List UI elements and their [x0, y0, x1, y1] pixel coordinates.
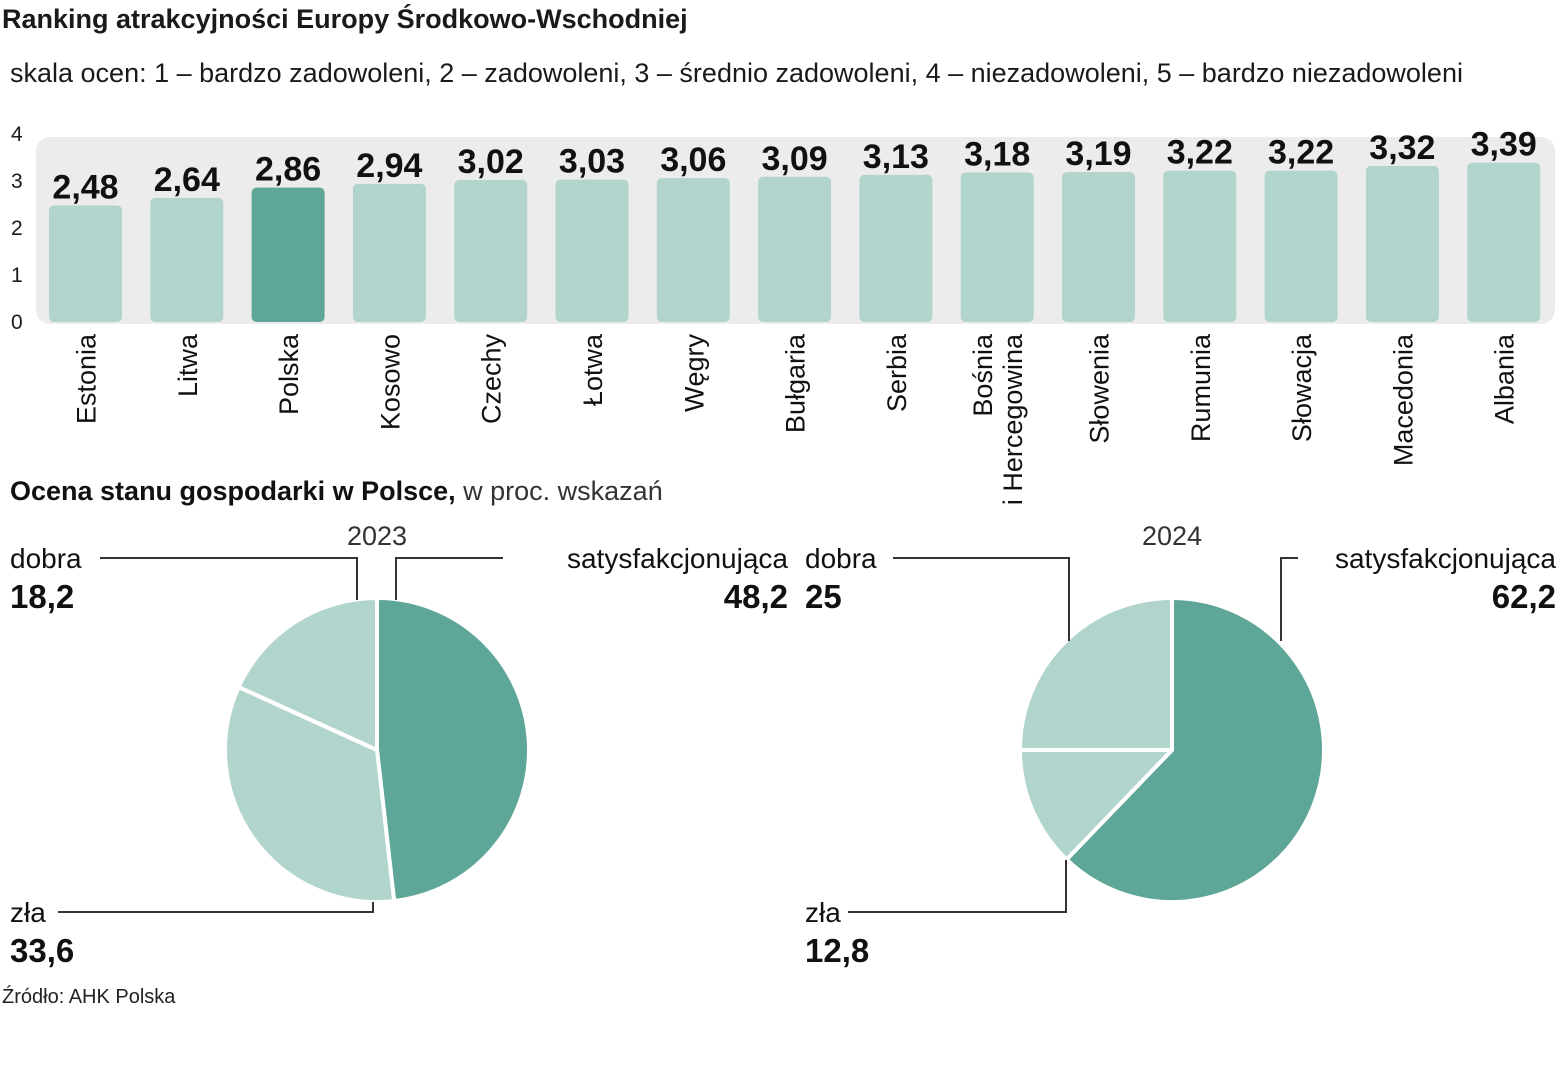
- pie-slice: [1064, 596, 1326, 904]
- pie-chart-2023: 2023 satysfakcjonująca 48,2 zła 33,6 dobra 18,…: [10, 521, 788, 969]
- pie-slice: [375, 596, 531, 904]
- bar-value-label: 3,19: [1065, 135, 1131, 173]
- y-tick-label: 2: [11, 217, 23, 240]
- bar: [352, 183, 426, 322]
- pie-year-label: 2024: [1142, 521, 1202, 551]
- bar: [1264, 170, 1338, 322]
- bar-value-label: 2,48: [52, 168, 118, 206]
- category-label: Litwa: [173, 333, 203, 397]
- bar-value-label: 2,94: [356, 147, 422, 185]
- category-label: Słowenia: [1085, 333, 1115, 444]
- bar-value-label: 3,18: [964, 136, 1030, 174]
- category-label: Serbia: [882, 333, 912, 412]
- source-note: Źródło: AHK Polska: [2, 985, 176, 1008]
- pie-slice-value: 62,2: [1492, 578, 1556, 615]
- category-label: Rumunia: [1186, 333, 1216, 442]
- pie-slice-value: 18,2: [10, 578, 74, 615]
- bar: [758, 176, 832, 322]
- bar: [1467, 162, 1541, 322]
- bars-group: [49, 162, 1541, 322]
- bar-value-label: 3,22: [1268, 134, 1334, 172]
- bar: [150, 197, 224, 322]
- y-tick-label: 0: [11, 311, 23, 334]
- category-label: Węgry: [679, 334, 709, 413]
- pie-slice-name: dobra: [805, 543, 877, 574]
- bar-value-label: 3,02: [458, 143, 524, 181]
- pie-slice-name: zła: [805, 897, 841, 928]
- bar: [1062, 172, 1135, 322]
- bar: [454, 180, 528, 322]
- pie-chart-2024: 2024 satysfakcjonująca 62,2 zła 12,8 dobra 25: [805, 521, 1556, 969]
- bar-value-label: 3,06: [660, 141, 726, 179]
- bar-value-label: 3,32: [1369, 129, 1435, 167]
- y-tick-label: 3: [11, 170, 23, 193]
- pie-slice: [1018, 596, 1174, 752]
- pie-slice-value: 33,6: [10, 932, 74, 969]
- pie-slice-value: 48,2: [724, 578, 788, 615]
- bar-chart: 0 1 2 3 4 2,48 2,64 2,86 2,94 3,02 3,03 3,06 3,09 3,…: [11, 123, 1555, 505]
- bar: [1163, 170, 1237, 322]
- bar-value-label: 3,03: [559, 143, 625, 181]
- pie-slice-name: satysfakcjonująca: [567, 543, 788, 574]
- pie-slice-value: 25: [805, 578, 842, 615]
- value-labels-group: 2,48 2,64 2,86 2,94 3,02 3,03 3,06 3,09 3,13 3,18…: [52, 126, 1536, 207]
- bar: [859, 174, 933, 322]
- bar: [656, 178, 730, 322]
- category-label: Słowacja: [1287, 333, 1317, 442]
- y-tick-label: 4: [11, 123, 23, 146]
- bar-value-label: 3,22: [1167, 134, 1233, 172]
- category-label: i Hercegowina: [998, 333, 1028, 505]
- pie-slice-value: 12,8: [805, 932, 869, 969]
- pie-year-label: 2023: [347, 521, 407, 551]
- category-label: Albania: [1490, 333, 1520, 424]
- category-label: Estonia: [72, 333, 102, 424]
- bar: [960, 172, 1034, 322]
- category-label: Macedonia: [1388, 333, 1418, 466]
- leader-line: [1280, 557, 1298, 641]
- category-label: Polska: [274, 333, 304, 415]
- bar-value-label: 3,39: [1471, 126, 1537, 164]
- bar: [251, 187, 325, 322]
- category-label: Bułgaria: [781, 333, 811, 433]
- bar: [555, 179, 629, 322]
- bar: [1365, 165, 1439, 322]
- y-tick-label: 1: [11, 264, 23, 287]
- chart-title: Ranking atrakcyjności Europy Środkowo-Ws…: [2, 3, 688, 34]
- leader-line: [848, 860, 1067, 913]
- leader-line: [100, 557, 358, 600]
- bar-value-label: 3,13: [863, 138, 929, 176]
- category-labels-group: Estonia Litwa Polska Kosowo Czechy Łotwa Węgry…: [72, 333, 1520, 505]
- bar-value-label: 2,64: [154, 161, 220, 199]
- chart-subtitle: skala ocen: 1 – bardzo zadowoleni, 2 – z…: [10, 58, 1463, 88]
- pie-slice: [1018, 748, 1174, 862]
- leader-line: [893, 557, 1070, 641]
- category-label: Kosowo: [375, 334, 405, 430]
- category-label: Czechy: [477, 334, 507, 425]
- pie-slice-name: dobra: [10, 543, 82, 574]
- pie-section-subtitle: w proc. wskazań: [456, 476, 663, 506]
- pie-slice-name: zła: [10, 897, 46, 928]
- category-label: Łotwa: [578, 333, 608, 406]
- pie-section-title: Ocena stanu gospodarki w Polsce, w proc.…: [10, 476, 663, 506]
- pie-slice: [236, 596, 379, 752]
- pie-slice-name: satysfakcjonująca: [1335, 543, 1556, 574]
- category-label: Bośnia: [968, 333, 998, 417]
- leader-line: [58, 902, 374, 913]
- y-axis: 0 1 2 3 4: [11, 123, 23, 334]
- pie-section-title-bold: Ocena stanu gospodarki w Polsce,: [10, 476, 456, 506]
- leader-line: [395, 557, 503, 600]
- bar: [49, 205, 122, 322]
- bar-value-label: 3,09: [762, 140, 828, 178]
- bar-value-label: 2,86: [255, 151, 321, 189]
